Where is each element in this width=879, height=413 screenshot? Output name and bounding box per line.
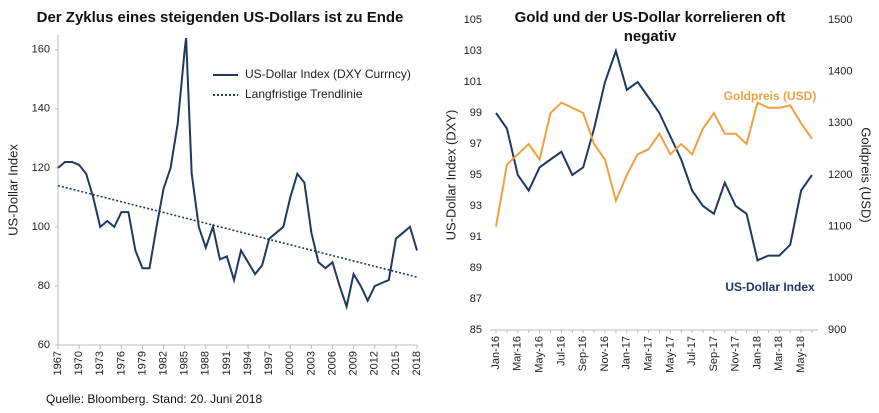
x-tick-label: Mar-16 bbox=[512, 336, 524, 371]
x-tick-label: Sep-16 bbox=[577, 336, 589, 371]
x-tick-label: 1991 bbox=[221, 351, 233, 375]
x-tick-label: 2006 bbox=[326, 351, 338, 375]
series-label: Goldpreis (USD) bbox=[724, 89, 817, 103]
y2-tick-label: 1000 bbox=[828, 272, 852, 284]
x-tick-label: Mar-18 bbox=[773, 336, 785, 371]
y2-tick-label: 1400 bbox=[828, 66, 852, 78]
y2-axis-label: Goldpreis (USD) bbox=[859, 127, 874, 222]
x-tick-label: 2015 bbox=[390, 351, 402, 375]
data-line bbox=[495, 101, 813, 227]
data-line bbox=[57, 37, 418, 311]
y-axis-label: US-Dollar Index bbox=[5, 144, 20, 236]
y2-tick-label: 1200 bbox=[828, 169, 852, 181]
x-tick-label: Nov-17 bbox=[730, 336, 742, 371]
y-tick-label: 103 bbox=[464, 45, 482, 57]
x-tick-label: Jul-17 bbox=[686, 336, 698, 366]
chart-title: Der Zyklus eines steigenden US-Dollars i… bbox=[36, 9, 404, 26]
x-tick-label: Sep-17 bbox=[708, 336, 720, 371]
y-tick-label: 93 bbox=[470, 200, 482, 212]
x-tick-label: 1973 bbox=[94, 351, 106, 375]
y-axis-label: US-Dollar Index (DXY) bbox=[443, 110, 458, 241]
y-tick-label: 99 bbox=[470, 107, 482, 119]
y-tick-label: 80 bbox=[38, 280, 50, 292]
y2-tick-label: 1300 bbox=[828, 117, 852, 129]
data-line bbox=[495, 47, 813, 262]
footer: Quelle: Bloomberg. Stand: 20. Juni 2018 bbox=[46, 392, 263, 406]
x-tick-label: Mar-17 bbox=[642, 336, 654, 371]
data-line bbox=[57, 184, 418, 278]
x-tick-label: May-16 bbox=[533, 336, 545, 373]
x-tick-label: Nov-16 bbox=[599, 336, 611, 371]
y-tick-label: 100 bbox=[32, 221, 50, 233]
x-tick-label: 1982 bbox=[157, 351, 169, 375]
x-tick-label: 1970 bbox=[73, 351, 85, 375]
x-tick-label: 1994 bbox=[242, 351, 254, 375]
x-tick-label: 2003 bbox=[305, 351, 317, 375]
y-tick-label: 120 bbox=[32, 162, 50, 174]
y-tick-label: 95 bbox=[470, 169, 482, 181]
x-tick-label: 2012 bbox=[369, 351, 381, 375]
y-tick-label: 89 bbox=[470, 262, 482, 274]
legend-label: Langfristige Trendlinie bbox=[245, 87, 363, 101]
x-tick-label: 2009 bbox=[348, 351, 360, 375]
legend-label: US-Dollar Index (DXY Currncy) bbox=[245, 67, 411, 81]
x-tick-label: 1988 bbox=[200, 351, 212, 375]
x-tick-label: 1967 bbox=[52, 351, 64, 375]
x-tick-label: 1976 bbox=[115, 351, 127, 375]
x-tick-label: 2018 bbox=[411, 351, 423, 375]
x-tick-label: 1997 bbox=[263, 351, 275, 375]
y-tick-label: 101 bbox=[464, 76, 482, 88]
y2-tick-label: 1500 bbox=[828, 14, 852, 26]
chart-title: Gold und der US-Dollar korrelieren oft n… bbox=[514, 9, 786, 45]
y2-tick-label: 900 bbox=[828, 324, 846, 336]
y-tick-label: 85 bbox=[470, 324, 482, 336]
x-tick-label: Jan-18 bbox=[751, 336, 763, 370]
y2-tick-label: 1100 bbox=[828, 221, 852, 233]
x-tick-label: 1985 bbox=[179, 351, 191, 375]
y-tick-label: 87 bbox=[470, 293, 482, 305]
y-tick-label: 140 bbox=[32, 103, 50, 115]
y-tick-label: 60 bbox=[38, 339, 50, 351]
x-tick-label: Jan-16 bbox=[490, 336, 502, 370]
x-tick-label: Jul-16 bbox=[555, 336, 567, 366]
y-tick-label: 105 bbox=[464, 14, 482, 26]
x-tick-label: 2000 bbox=[284, 351, 296, 375]
x-tick-label: 1979 bbox=[136, 351, 148, 375]
y-tick-label: 160 bbox=[32, 44, 50, 56]
series-label: US-Dollar Index bbox=[725, 280, 815, 294]
x-tick-label: May-17 bbox=[664, 336, 676, 373]
x-tick-label: Jan-17 bbox=[621, 336, 633, 370]
y-tick-label: 91 bbox=[470, 231, 482, 243]
y-tick-label: 97 bbox=[470, 138, 482, 150]
x-tick-label: May-18 bbox=[795, 336, 807, 373]
